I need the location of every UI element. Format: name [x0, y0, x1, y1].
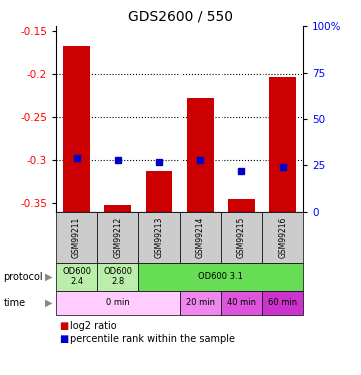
Bar	[104, 205, 131, 212]
Text: 20 min: 20 min	[186, 298, 215, 307]
Bar	[63, 46, 90, 212]
Text: GSM99216: GSM99216	[278, 216, 287, 258]
Text: ▶: ▶	[45, 298, 52, 308]
Text: OD600 3.1: OD600 3.1	[199, 272, 243, 281]
Text: GDS2600 / 550: GDS2600 / 550	[128, 9, 233, 23]
Text: ■: ■	[60, 334, 69, 344]
Text: log2 ratio: log2 ratio	[70, 321, 117, 331]
Text: GSM99215: GSM99215	[237, 216, 246, 258]
Text: GSM99213: GSM99213	[155, 216, 164, 258]
Text: ■: ■	[60, 321, 69, 331]
Text: ▶: ▶	[45, 272, 52, 282]
Text: 60 min: 60 min	[268, 298, 297, 307]
Text: OD600
2.4: OD600 2.4	[62, 267, 91, 286]
Text: GSM99211: GSM99211	[72, 217, 81, 258]
Bar	[187, 98, 214, 212]
Text: time: time	[4, 298, 26, 308]
Text: OD600
2.8: OD600 2.8	[103, 267, 132, 286]
Text: 40 min: 40 min	[227, 298, 256, 307]
Text: protocol: protocol	[4, 272, 43, 282]
Text: 0 min: 0 min	[106, 298, 130, 307]
Bar	[228, 199, 255, 212]
Text: GSM99212: GSM99212	[113, 217, 122, 258]
Bar	[145, 171, 173, 212]
Text: percentile rank within the sample: percentile rank within the sample	[70, 334, 235, 344]
Bar	[269, 77, 296, 212]
Text: GSM99214: GSM99214	[196, 216, 205, 258]
